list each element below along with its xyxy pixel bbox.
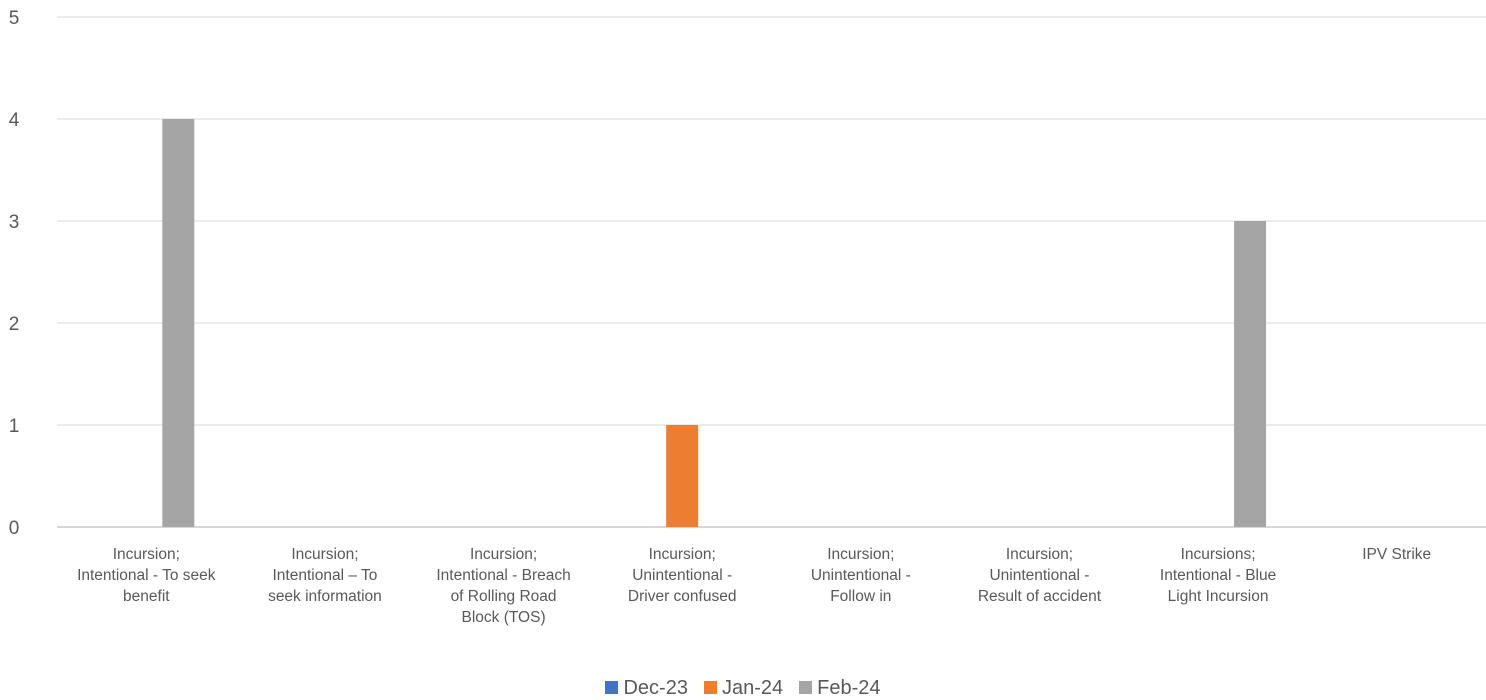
x-category-label: Incursion; Unintentional - Follow in: [810, 546, 911, 605]
legend-item: Jan-24: [703, 677, 784, 699]
y-tick-label: 4: [9, 110, 20, 131]
x-category-label: Incursion; Unintentional - Driver confused: [627, 546, 737, 605]
legend-swatch: [703, 681, 717, 694]
x-category-label: Incursion; Intentional – To seek informati…: [268, 546, 382, 605]
x-category-label: Incursion; Intentional - Breach of Rolling…: [436, 546, 571, 626]
x-category-label: Incursion; Intentional - To seek benefit: [77, 546, 216, 605]
x-category-label: Incursion; Unintentional - Result of accid…: [977, 546, 1102, 605]
bar-feb-24: [162, 119, 195, 527]
legend-label: Feb-24: [817, 677, 881, 699]
y-tick-label: 0: [9, 518, 20, 539]
x-category-label: Incursions; Intentional - Blue Light Incur…: [1159, 546, 1277, 605]
legend-label: Dec-23: [623, 677, 688, 699]
x-category-label: IPV Strike: [1362, 546, 1432, 563]
y-tick-label: 2: [9, 314, 20, 335]
y-tick-label: 3: [9, 212, 20, 233]
bar-jan-24: [666, 425, 699, 527]
legend-item: Dec-23: [605, 677, 688, 699]
legend-label: Jan-24: [721, 677, 784, 699]
y-tick-label: 5: [9, 8, 20, 29]
bar-feb-24: [1234, 221, 1267, 527]
legend-item: Feb-24: [799, 677, 881, 699]
legend: Dec-23 Jan-24 Feb-24: [0, 677, 1486, 699]
legend-swatch: [799, 681, 813, 694]
legend-swatch: [605, 681, 619, 694]
y-tick-label: 1: [9, 416, 20, 437]
